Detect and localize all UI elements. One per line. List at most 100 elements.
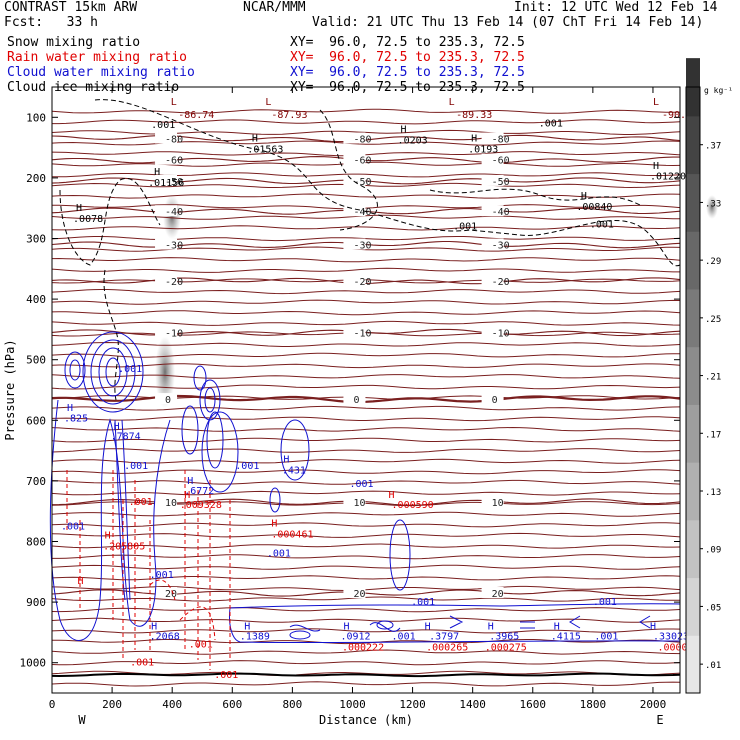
cloud-ice-contour — [94, 99, 681, 267]
shading-blob — [706, 195, 718, 219]
annotation-layer: L-86.74L-87.93L-89.33L-90.09.001.001H.01… — [61, 97, 700, 681]
cloud-water-contour — [389, 519, 411, 591]
isotherm-label-bg — [155, 393, 178, 405]
isotherm-line — [51, 649, 681, 655]
contour-annotation: .001 — [124, 461, 148, 472]
isotherm-label: -30 — [353, 241, 371, 252]
isotherm-line — [51, 458, 681, 464]
isotherm-label-bg — [481, 274, 504, 286]
isotherm-label: -60 — [353, 156, 371, 167]
cloud-water-contour — [49, 399, 171, 641]
isotherm-line — [51, 469, 681, 475]
cloud-water-contour — [105, 357, 121, 387]
y-tick-label: 600 — [26, 414, 46, 427]
isotherm-label-bg — [155, 496, 178, 508]
isotherm-label: 20 — [165, 589, 177, 600]
contour-annotation: H — [244, 621, 250, 632]
isotherm-label-bg — [343, 174, 366, 186]
isotherm-label: -10 — [165, 328, 183, 339]
contour-annotation: .0193 — [468, 144, 498, 155]
contour-annotation: H — [271, 518, 277, 529]
contour-annotation: .001 — [151, 120, 175, 131]
isotherm-label: 0 — [165, 395, 171, 406]
isotherm-label: -50 — [165, 177, 183, 188]
contour-annotation: H — [184, 490, 190, 501]
isotherm-line — [51, 543, 681, 549]
colorbar-tick-label: .29 — [705, 257, 721, 267]
contour-annotation: H — [343, 621, 349, 632]
snow-contour — [59, 177, 161, 266]
isotherm-label-bg — [481, 153, 504, 165]
isotherm-line — [51, 172, 681, 178]
isotherm-label-bg — [481, 326, 504, 338]
colorbar-swatch — [686, 577, 700, 636]
contour-annotation: H — [67, 403, 73, 414]
contour-annotation: .001 — [61, 521, 85, 532]
isotherm-line — [51, 437, 681, 443]
isotherm-label: 10 — [165, 498, 177, 509]
isotherm-line — [51, 575, 681, 581]
isotherm-line — [52, 638, 681, 645]
isotherm-line — [52, 554, 681, 560]
y-tick-label: 700 — [26, 475, 46, 488]
isotherm-line — [51, 151, 681, 157]
cloud-water-band — [229, 603, 681, 644]
contour-annotation: .33023 — [653, 632, 689, 643]
contour-annotation: H — [114, 421, 120, 432]
contour-annotation: H — [154, 167, 160, 178]
x-end-label-west: W — [78, 713, 86, 727]
contour-annotation: .000222 — [342, 643, 384, 654]
colorbar-swatch — [686, 289, 700, 348]
contour-annotation: H — [187, 476, 193, 487]
contour-annotation: .000461 — [271, 529, 313, 540]
isotherm-label: -40 — [492, 207, 510, 218]
colorbar-tick-label: .09 — [705, 546, 721, 556]
isotherm-label: 10 — [353, 498, 365, 509]
isotherm-label: 20 — [492, 589, 504, 600]
snow-contour — [103, 269, 119, 401]
isotherm-label-bg — [343, 587, 366, 599]
isotherm-line — [51, 405, 681, 411]
isotherm-label: 0 — [492, 395, 498, 406]
contour-annotation: H — [105, 530, 111, 541]
isotherm-label-bg — [481, 496, 504, 508]
contour-annotation: -89.33 — [456, 110, 492, 121]
isotherm-label: -20 — [492, 277, 510, 288]
isotherm-line — [51, 596, 680, 602]
center-label: NCAR/MMM — [243, 0, 306, 15]
colorbar-tick-label: .17 — [705, 430, 721, 440]
isotherm-line — [51, 108, 681, 114]
cloud-ice-contour — [429, 188, 641, 206]
contour-annotation: .000265 — [426, 643, 468, 654]
field-label-rain: Rain water mixing ratio — [7, 50, 188, 65]
isotherm-label: -10 — [353, 328, 371, 339]
isotherm-label-bg — [343, 238, 366, 250]
contour-annotation: H — [471, 134, 477, 145]
contour-annotation: .001 — [411, 597, 435, 608]
isotherm-line — [51, 310, 681, 316]
contour-annotation: L — [265, 97, 271, 108]
isotherm-label: -20 — [353, 277, 371, 288]
field-xy-cloud-water: XY= 96.0, 72.5 to 235.3, 72.5 — [290, 65, 525, 80]
isotherm-label: 0 — [353, 395, 359, 406]
isotherm-label-bg — [155, 132, 178, 144]
plot-title: CONTRAST 15km ARW — [4, 0, 138, 15]
cloud-ice-contour — [319, 109, 378, 231]
contour-annotation: .431 — [282, 466, 306, 477]
isotherm-line — [51, 225, 681, 231]
isotherm-label-bg — [481, 205, 504, 217]
isotherm-label-bg — [155, 153, 178, 165]
contour-annotation: L — [171, 97, 177, 108]
isotherm-label-bg — [155, 174, 178, 186]
colorbar-swatch — [686, 404, 700, 463]
contour-annotation: .3797 — [429, 632, 459, 643]
contour-annotation: .001 — [189, 640, 213, 651]
y-axis-label: Pressure (hPa) — [3, 339, 17, 440]
init-time: Init: 12 UTC Wed 12 Feb 14 — [514, 0, 718, 15]
rain-water-contour — [149, 579, 176, 601]
isotherm-line — [51, 585, 681, 592]
isotherm-label-bg — [481, 393, 504, 405]
isotherm-label: -50 — [492, 177, 510, 188]
isotherm-label: 20 — [353, 589, 365, 600]
x-tick-label: 1800 — [580, 698, 607, 711]
